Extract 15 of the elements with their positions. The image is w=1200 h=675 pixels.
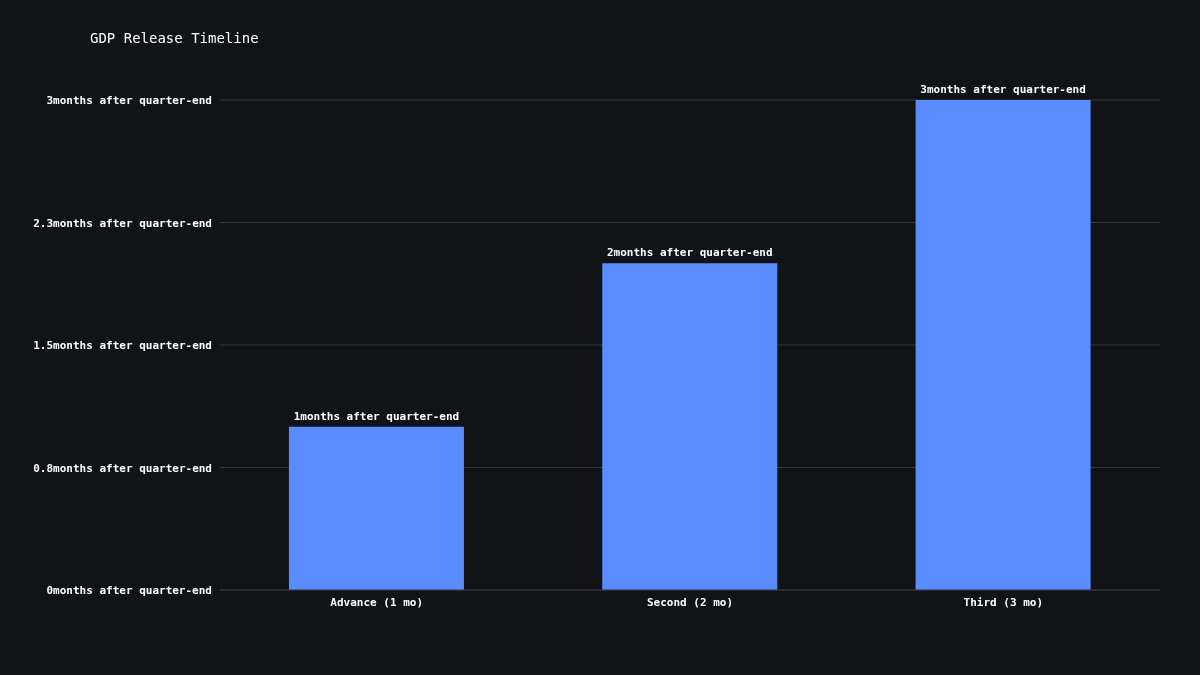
bar: [602, 263, 778, 590]
y-tick-label: 2.3months after quarter-end: [33, 216, 212, 230]
y-tick-label: 3months after quarter-end: [46, 94, 212, 107]
chart-title: GDP Release Timeline: [90, 30, 259, 46]
data-label: 3months after quarter-end: [920, 83, 1086, 96]
x-tick-label: Third (3 mo): [963, 595, 1044, 609]
data-label: 1months after quarter-end: [293, 409, 460, 423]
y-tick-label: 0months after quarter-end: [46, 584, 212, 597]
data-label: 2months after quarter-end: [606, 246, 773, 260]
x-tick-label: Advance (1 mo): [330, 595, 424, 609]
x-tick-label: Second (2 mo): [646, 595, 734, 609]
bar: [288, 426, 464, 590]
bar: [915, 100, 1091, 590]
y-tick-label: 0.8months after quarter-end: [33, 461, 212, 475]
y-tick-label: 1.5months after quarter-end: [33, 339, 212, 352]
